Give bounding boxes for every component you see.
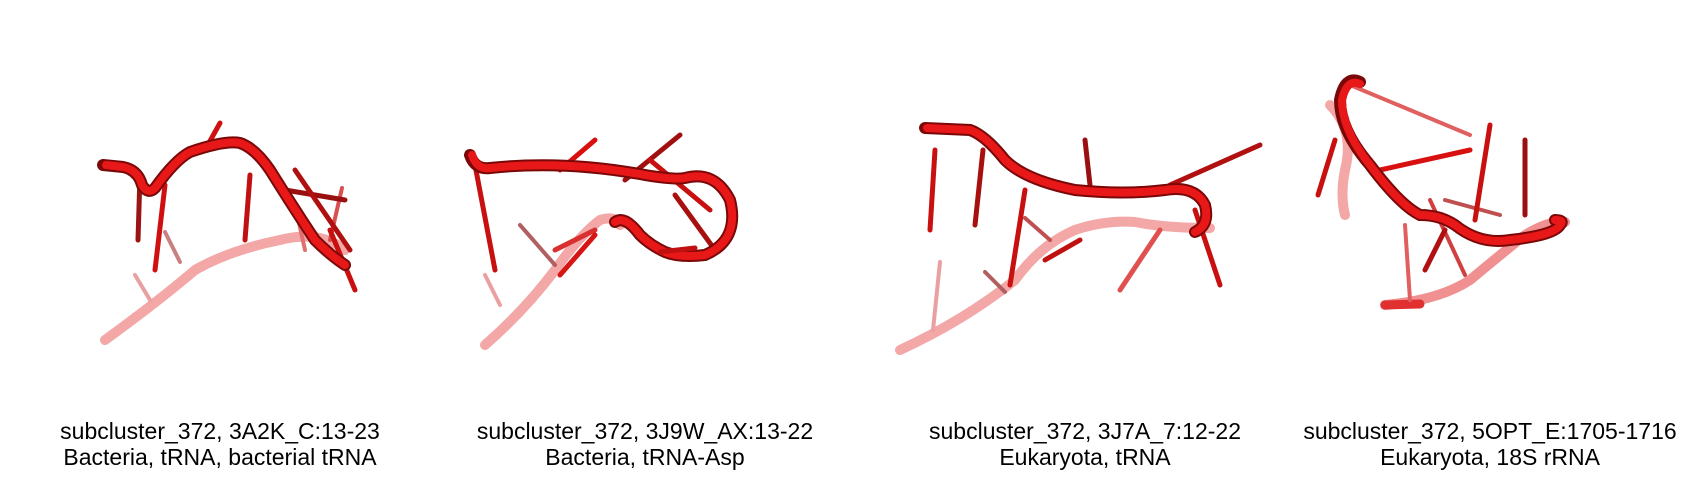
caption-line-2: Eukaryota, 18S rRNA: [1380, 444, 1600, 470]
rna-structure-render: [895, 122, 1263, 355]
structure-panel-2: subcluster_372, 3J9W_AX:13-22 Bacteria, …: [445, 0, 845, 480]
caption-line-2: Bacteria, tRNA-Asp: [545, 444, 745, 470]
rna-structure-render: [1315, 74, 1570, 310]
structure-panel-1: subcluster_372, 3A2K_C:13-23 Bacteria, t…: [30, 0, 410, 480]
structure-caption: subcluster_372, 3J7A_7:12-22 Eukaryota, …: [875, 418, 1295, 470]
caption-line-2: Bacteria, tRNA, bacterial tRNA: [63, 444, 377, 470]
caption-line-1: subcluster_372, 3J9W_AX:13-22: [476, 418, 814, 444]
rna-structure-render: [464, 132, 739, 350]
structure-panel-3: subcluster_372, 3J7A_7:12-22 Eukaryota, …: [875, 0, 1295, 480]
caption-line-1: subcluster_372, 3A2K_C:13-23: [60, 418, 380, 444]
caption-line-1: subcluster_372, 3J7A_7:12-22: [929, 418, 1241, 444]
structure-caption: subcluster_372, 3J9W_AX:13-22 Bacteria, …: [445, 418, 845, 470]
caption-line-2: Eukaryota, tRNA: [999, 444, 1171, 470]
structure-caption: subcluster_372, 5OPT_E:1705-1716 Eukaryo…: [1290, 418, 1690, 470]
caption-line-1: subcluster_372, 5OPT_E:1705-1716: [1303, 418, 1677, 444]
structure-panel-4: subcluster_372, 5OPT_E:1705-1716 Eukaryo…: [1290, 0, 1690, 480]
rna-structure-render: [97, 120, 358, 345]
structure-caption: subcluster_372, 3A2K_C:13-23 Bacteria, t…: [30, 418, 410, 470]
